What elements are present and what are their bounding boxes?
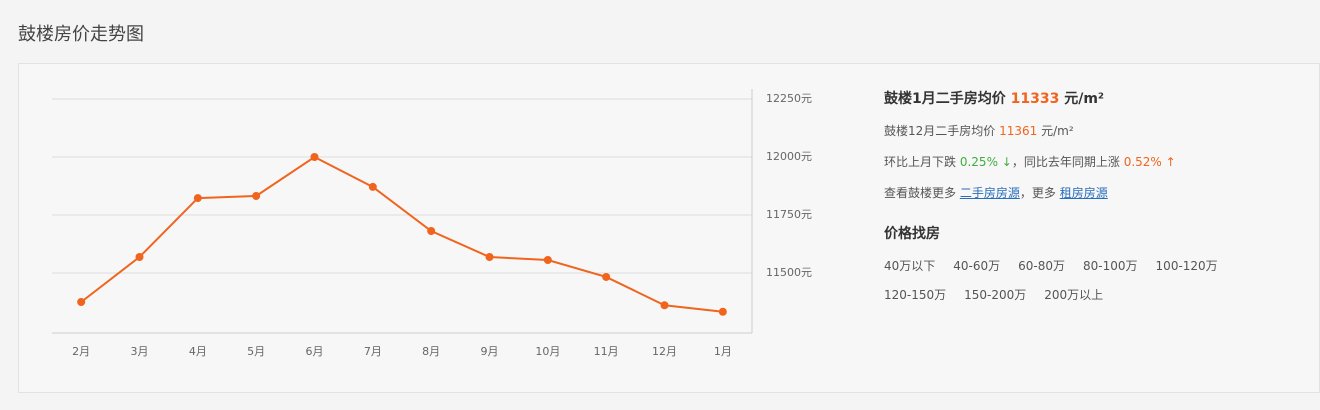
price-range[interactable]: 100-120万 bbox=[1155, 259, 1218, 273]
label: 鼓楼12月二手房均价 bbox=[884, 124, 996, 138]
x-tick-label: 3月 bbox=[131, 345, 149, 358]
y-tick-label: 11500元 bbox=[766, 266, 812, 279]
price-range[interactable]: 200万以上 bbox=[1044, 288, 1104, 302]
x-tick-label: 8月 bbox=[422, 345, 440, 358]
point bbox=[602, 272, 611, 281]
current-price: 鼓楼1月二手房均价 11333 元/m² bbox=[884, 88, 1304, 108]
yoy: 0.52% ↑ bbox=[1123, 155, 1176, 169]
x-tick-label: 5月 bbox=[247, 345, 265, 358]
price-range[interactable]: 120-150万 bbox=[884, 288, 947, 302]
point bbox=[310, 153, 319, 161]
line bbox=[80, 155, 723, 313]
more: 查看鼓楼更多 二手房房源，更多 租房房源 bbox=[884, 184, 1304, 201]
point bbox=[252, 191, 261, 200]
price-range[interactable]: 40-60万 bbox=[953, 259, 1001, 273]
y-tick-label: 12000元 bbox=[766, 150, 812, 163]
x-tick-label: 2月 bbox=[72, 345, 90, 358]
page-title: 鼓楼房价走势图 bbox=[18, 24, 144, 45]
point bbox=[718, 307, 727, 316]
search-title: 价格找房 bbox=[884, 226, 940, 242]
point bbox=[485, 252, 494, 261]
x-tick-label: 11月 bbox=[594, 345, 619, 358]
y-tick-label: 12250元 bbox=[766, 92, 812, 105]
price-range[interactable]: 60-80万 bbox=[1018, 259, 1066, 273]
point bbox=[660, 301, 669, 310]
previous-price: 鼓楼12月二手房均价 11361 元/m² bbox=[884, 122, 1304, 139]
mom: 0.25% ↓ bbox=[959, 155, 1012, 169]
x-tick-label: 12月 bbox=[652, 345, 677, 358]
value: 11333 bbox=[1010, 91, 1060, 107]
x-tick-label: 10月 bbox=[535, 345, 560, 358]
price-range[interactable]: 40万以下 bbox=[884, 259, 936, 273]
x-tick-label: 6月 bbox=[306, 345, 324, 358]
value: 11361 bbox=[999, 124, 1038, 138]
text: 查看鼓楼更多 bbox=[884, 186, 957, 200]
point bbox=[193, 194, 202, 203]
link[interactable]: 二手房房源 bbox=[959, 186, 1020, 200]
unit: 元/m² bbox=[1041, 124, 1074, 138]
y-tick-label: 11750元 bbox=[766, 208, 812, 221]
x-tick-label: 7月 bbox=[364, 345, 382, 358]
link[interactable]: 租房房源 bbox=[1059, 186, 1108, 200]
label: 鼓楼1月二手房均价 bbox=[884, 91, 1006, 107]
x-tick-label: 1月 bbox=[714, 345, 732, 358]
text: ，更多 bbox=[1019, 186, 1056, 200]
point bbox=[135, 252, 144, 261]
change: 环比上月下跌 0.25% ↓，同比去年同期上涨 0.52% ↑ bbox=[884, 153, 1304, 170]
point bbox=[368, 182, 377, 191]
label: ，同比去年同期上涨 bbox=[1011, 155, 1120, 169]
label: 环比上月下跌 bbox=[884, 155, 957, 169]
price-range[interactable]: 80-100万 bbox=[1083, 259, 1138, 273]
x-tick-label: 4月 bbox=[189, 345, 207, 358]
price-ranges: 40万以下 40-60万 60-80万 80-100万 100-120万 120-150万… bbox=[884, 257, 1284, 315]
price-range[interactable]: 150-200万 bbox=[964, 288, 1027, 302]
chart: 11500元 11750元 12000元 12250元 2月 3月 4月 5月 6月 7月 8月 9月… bbox=[52, 89, 812, 358]
point bbox=[77, 298, 86, 306]
unit: 元/m² bbox=[1064, 91, 1105, 107]
point bbox=[543, 256, 552, 265]
info-panel: 鼓楼1月二手房均价 11333 元/m² 鼓楼12月二手房均价 11361 元/… bbox=[884, 88, 1304, 329]
x-tick-label: 9月 bbox=[481, 345, 499, 358]
point bbox=[427, 227, 436, 236]
